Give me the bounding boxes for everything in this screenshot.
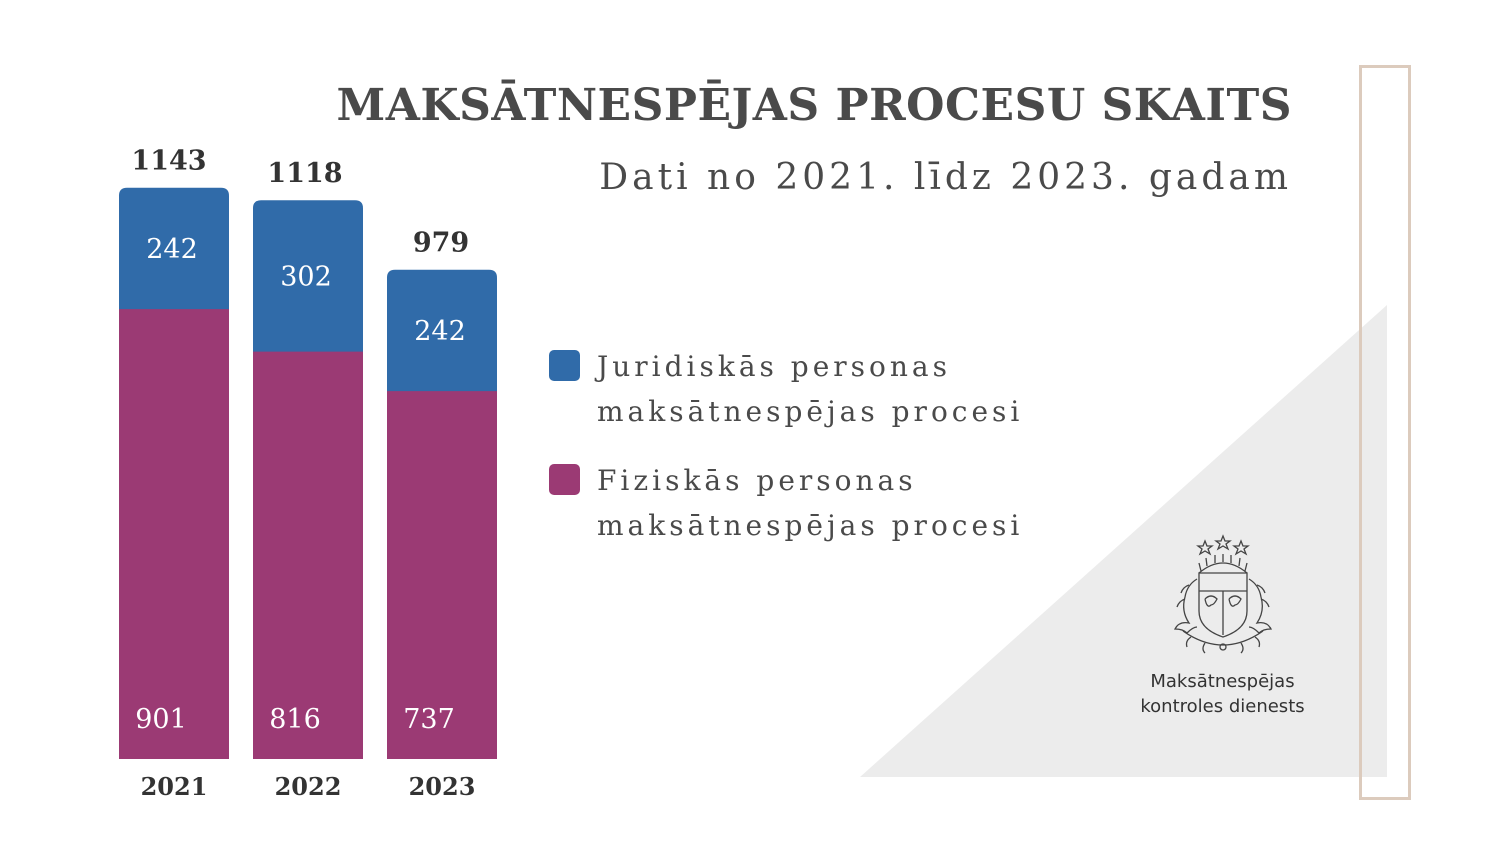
organization-logo: Maksātnespējas kontroles dienests <box>1120 533 1325 719</box>
legend-swatch-fiziskas <box>549 464 580 495</box>
chart-subtitle: Dati no 2021. līdz 2023. gadam <box>599 157 1292 198</box>
total-label-2023: 979 <box>413 228 469 259</box>
x-tick-label-2022: 2022 <box>275 772 342 801</box>
organization-name: Maksātnespējas kontroles dienests <box>1120 669 1325 719</box>
x-tick-label-2021: 2021 <box>141 772 208 801</box>
legend-label-juridiskas: Juridiskās personas maksātnespējas proce… <box>597 350 1024 428</box>
bar-fiziskas-2022 <box>253 351 363 759</box>
bar-fiziskas-2021 <box>119 308 229 759</box>
data-label-juridiskas-2023: 242 <box>414 316 466 347</box>
organization-name-line2: kontroles dienests <box>1140 696 1305 717</box>
total-label-2022: 1118 <box>267 158 342 189</box>
organization-name-line1: Maksātnespējas <box>1150 671 1295 692</box>
chart-title: MAKSĀTNESPĒJAS PROCESU SKAITS <box>336 80 1292 131</box>
x-tick-label-2023: 2023 <box>409 772 476 801</box>
bar-juridiskas-2022 <box>253 200 363 352</box>
data-label-juridiskas-2021: 242 <box>146 234 198 265</box>
coat-of-arms-icon <box>1173 534 1272 654</box>
data-label-fiziskas-2021: 901 <box>135 704 187 735</box>
data-label-juridiskas-2022: 302 <box>280 262 332 293</box>
total-label-2021: 1143 <box>131 146 206 177</box>
decorative-frame <box>1359 65 1411 800</box>
bar-juridiskas-2021 <box>119 187 229 310</box>
legend-label-fiziskas: Fiziskās personas maksātnespējas procesi <box>597 464 1024 542</box>
bar-juridiskas-2023 <box>387 269 497 392</box>
bar-fiziskas-2023 <box>387 390 497 759</box>
data-label-fiziskas-2023: 737 <box>403 704 455 735</box>
legend-swatch-juridiskas <box>549 350 580 381</box>
data-label-fiziskas-2022: 816 <box>269 704 321 735</box>
